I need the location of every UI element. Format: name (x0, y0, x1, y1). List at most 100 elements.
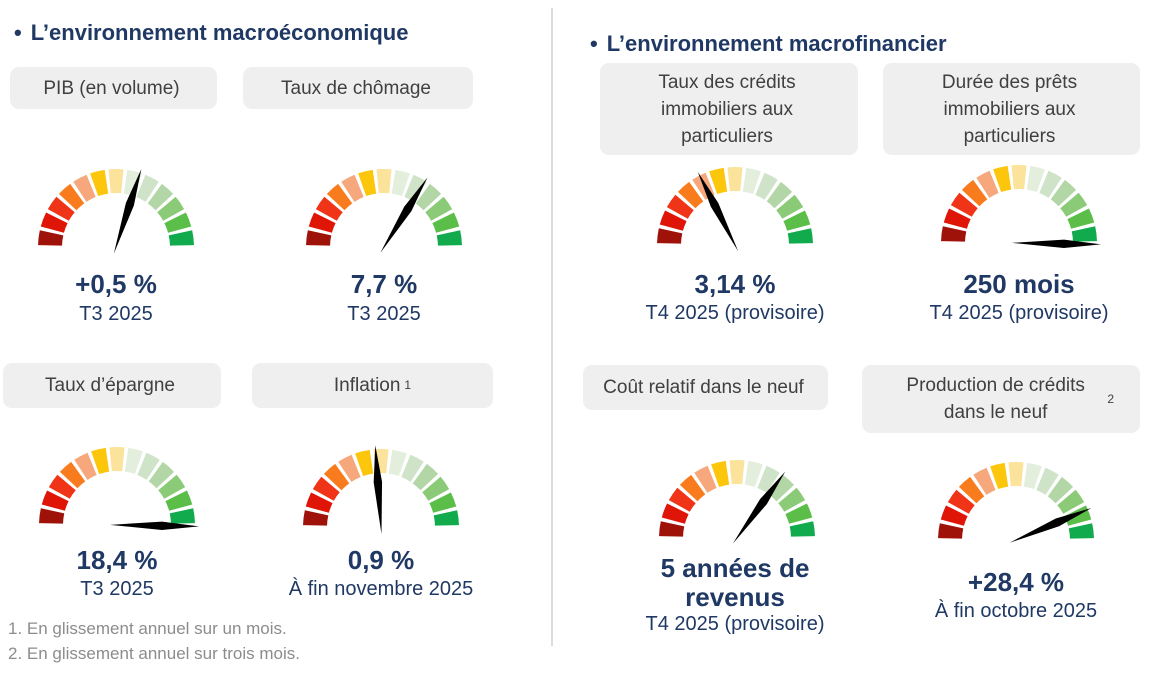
gauge-period-inflation: À fin novembre 2025 (288, 578, 474, 600)
gauge-label-pib: PIB (en volume) (10, 67, 217, 109)
gauge-segment (990, 462, 1009, 490)
gauge-segment (315, 196, 343, 221)
gauge-needle (732, 471, 786, 544)
gauge-needle (110, 521, 199, 530)
gauge-segment (711, 460, 730, 488)
bullet-marker: • (14, 20, 22, 45)
gauge-period-epargne: T3 2025 (80, 578, 154, 600)
gauge-label-text: Taux des crédits immobiliers aux particu… (658, 71, 796, 147)
gauge-label-duree-prets: Durée des prêts immobiliers aux particul… (883, 63, 1140, 155)
gauge-segment (776, 194, 804, 219)
gauge-segment (766, 181, 793, 209)
gauge-segment (305, 492, 333, 513)
gauge-segment (729, 459, 745, 485)
gauge-period-chomage: T3 2025 (347, 303, 421, 325)
gauge-segment (1071, 226, 1097, 242)
label-superscript: 1 (404, 378, 412, 392)
gauge-chart-pib (38, 168, 194, 254)
gauge-label-inflation: Inflation 1 (252, 363, 493, 408)
gauge-segment (1060, 192, 1088, 217)
gauge-segment (433, 510, 459, 526)
gauge-segment (938, 523, 964, 539)
gauge-value-epargne: 18,4 % (76, 545, 158, 575)
gauge-segment (785, 503, 813, 524)
gauge-needle (380, 177, 428, 253)
gauge-segment (429, 492, 457, 513)
gauge-segment (677, 181, 704, 209)
gauge-segment (48, 474, 76, 499)
gauge-needle (113, 169, 142, 254)
footnote-1: 1. En glissement annuel sur un mois. (8, 619, 287, 638)
gauge-segment (40, 212, 68, 233)
gauge-segment (976, 170, 999, 198)
gauge-segment (1023, 462, 1042, 490)
gauge-segment (744, 460, 763, 488)
gauge-segment (961, 179, 988, 207)
gauge-label-production-credits: Production de crédits dans le neuf 2 (862, 365, 1140, 433)
section-title-text: L’environnement macroéconomique (30, 20, 409, 45)
gauge-segment (709, 167, 728, 195)
gauge-segment (1008, 461, 1024, 487)
gauge-period-cout-relatif: T4 2025 (provisoire) (645, 613, 825, 635)
gauge-segment (679, 474, 706, 502)
gauge-value-pib: +0,5 % (75, 269, 157, 299)
gauge-segment (136, 174, 159, 202)
gauge-segment (388, 449, 407, 477)
gauge-segment (783, 210, 811, 231)
gauge-chart-inflation (303, 445, 459, 534)
gauge-segment (973, 467, 996, 495)
gauge-chart-duree-prets (941, 164, 1101, 248)
gauge-chart-cout-relatif (659, 459, 815, 544)
gauge-segment (1026, 165, 1045, 193)
gauge-segment (164, 212, 192, 233)
section-title-macroeconomique: • L’environnement macroéconomique (14, 20, 408, 46)
gauge-segment (1047, 476, 1074, 504)
gauge-segment (415, 183, 442, 211)
gauge-segment (742, 167, 761, 195)
gauge-segment (59, 461, 86, 489)
gauge-segment (940, 505, 968, 526)
column-divider (551, 8, 553, 646)
gauge-chart-chomage (306, 168, 462, 253)
gauge-period-duree-prets: T4 2025 (provisoire) (929, 302, 1109, 324)
gauge-segment (778, 487, 806, 512)
gauge-segment (58, 183, 85, 211)
gauge-label-taux-credits: Taux des crédits immobiliers aux particu… (600, 63, 858, 155)
gauge-segment (755, 172, 778, 200)
gauge-value-inflation: 0,9 % (347, 545, 415, 575)
gauge-segment (91, 447, 110, 475)
gauge-segment (90, 169, 109, 197)
gauge-value-cout-relatif: 5 années de revenus (660, 553, 810, 612)
gauge-needle (1009, 507, 1092, 543)
gauge-segment (165, 490, 193, 511)
gauge-segment (306, 230, 332, 246)
gauge-segment (993, 165, 1012, 193)
gauge-segment (308, 212, 336, 233)
gauge-segment (425, 196, 453, 221)
gauge-needle (697, 171, 739, 252)
gauge-segment (768, 474, 795, 502)
gauge-segment (124, 447, 143, 475)
section-title-text: L’environnement macrofinancier (606, 31, 947, 56)
gauge-label-text: Coût relatif dans le neuf (603, 377, 804, 398)
gauge-label-text: Taux de chômage (281, 77, 431, 99)
gauge-segment (41, 490, 69, 511)
gauge-value-duree-prets: 250 mois (963, 269, 1075, 299)
gauge-segment (694, 465, 717, 493)
gauge-segment (376, 168, 392, 194)
gauge-needle (373, 445, 383, 534)
gauge-segment (303, 510, 329, 526)
gauge-segment (757, 465, 780, 493)
bullet-marker: • (590, 31, 598, 56)
gauge-segment (158, 474, 186, 499)
gauge-segment (169, 508, 195, 524)
gauge-segment (137, 452, 160, 480)
gauge-label-text: Production de crédits dans le neuf (906, 375, 1085, 423)
gauge-label-cout-relatif: Coût relatif dans le neuf (583, 365, 828, 410)
gauge-segment (355, 449, 374, 477)
gauge-segment (326, 183, 353, 211)
gauge-segment (412, 463, 439, 491)
gauge-segment (109, 446, 125, 472)
gauge-segment (39, 508, 65, 524)
